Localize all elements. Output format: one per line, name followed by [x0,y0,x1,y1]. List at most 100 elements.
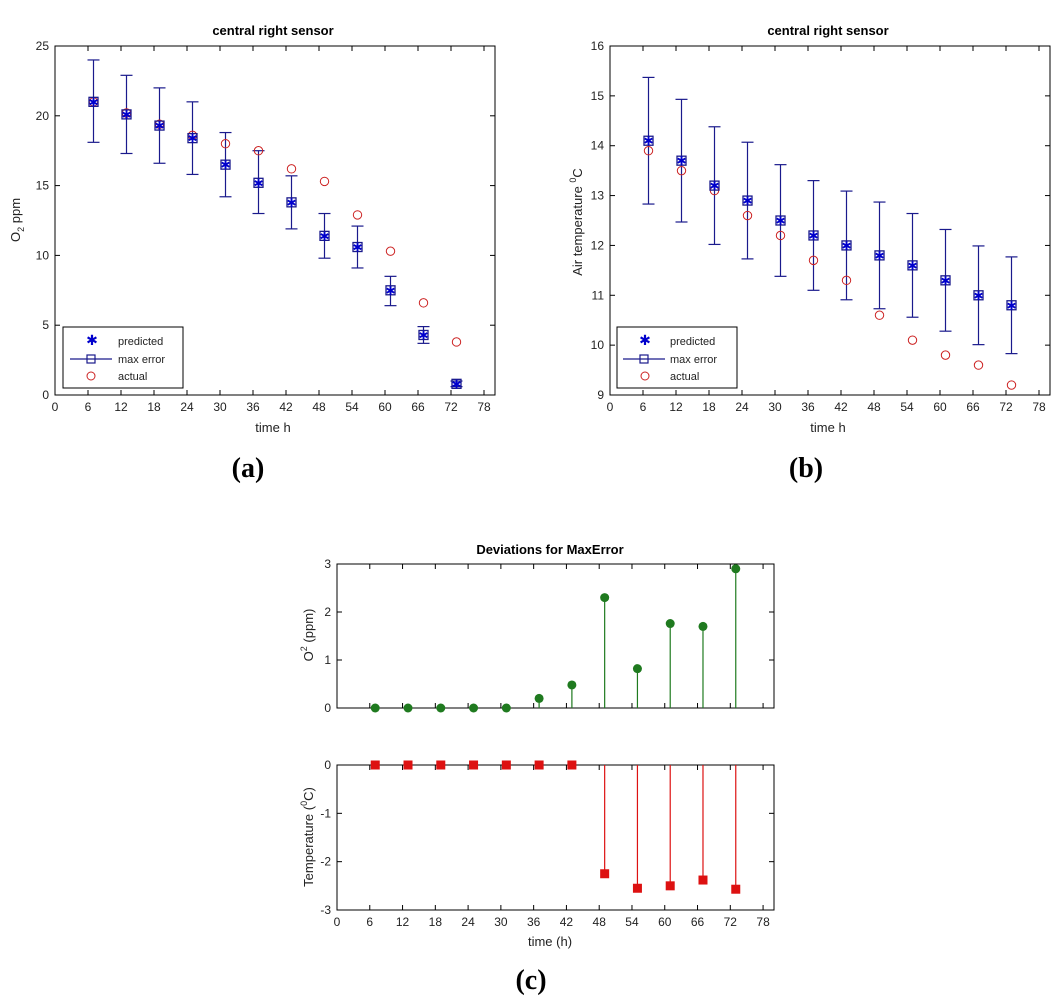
panel-b: central right sensor time h Air temperat… [568,23,1051,484]
panel-a-predicted-point: ✱ [451,377,461,391]
panel-b-ytick-label: 14 [591,139,605,153]
panel-c-top-ytick-label: 0 [324,701,331,715]
legend-predicted-icon: ✱ [639,332,651,348]
panel-a-xtick-label: 42 [279,400,293,414]
panel-c-bottom-stem-marker [632,883,642,893]
panel-a-predicted-point: ✱ [187,132,197,146]
panel-a-max-error-square [385,285,396,296]
panel-c-bottom-xtick-label: 60 [658,915,672,929]
legend-max-error-square-icon [639,354,649,364]
panel-b-max-error-square [742,195,753,206]
panel-b-actual-point [874,310,885,320]
panel-a-predicted-point: ✱ [220,158,230,172]
panel-a-xtick-label: 60 [378,400,392,414]
panel-b-max-error-square [709,180,720,191]
panel-b-predicted-point: ✱ [841,239,851,253]
legend-predicted-icon: ✱ [86,332,98,348]
panel-a-max-error-square [187,132,198,144]
panel-c-top-stem-marker [665,619,675,629]
panel-a-max-error-square [451,378,462,389]
panel-c-bottom-stem-marker [436,760,446,770]
panel-b-ytick-label: 15 [591,89,605,103]
panel-a-ylabel-sub: 2 [16,227,26,232]
panel-a-xlabel: time h [255,420,290,435]
panel-a-max-error-square [418,329,429,341]
panel-b-predicted-point: ✱ [907,259,917,273]
panel-b-xtick-label: 6 [640,400,647,414]
panel-a-ylabel-tail: ppm [8,198,23,227]
panel-a-actual-point [451,337,462,347]
panel-b-max-error-square [874,250,885,261]
panel-c-bottom-xtick-label: 66 [691,915,705,929]
panel-c-top-stem-marker [403,703,413,713]
panel-c-bottom-stem-marker [469,760,479,770]
panel-c-top-stem-marker [534,693,544,703]
panel-b-legend-box [616,326,738,389]
panel-b-xtick-label: 66 [966,400,980,414]
panel-a-xtick-label: 36 [246,400,260,414]
panel-b-max-error-square [1006,300,1017,311]
panel-b-max-error-square [676,155,687,166]
panel-a-xtick-label: 18 [147,400,161,414]
panel-b-ytick-label: 9 [597,388,604,402]
panel-a-xtick-label: 24 [180,400,194,414]
panel-a: central right sensor time h O2 ppm 0 6 12 1… [8,23,496,484]
panel-a-max-error-square [352,241,363,253]
panel-b-xtick-label: 72 [999,400,1013,414]
panel-b-predicted-point: ✱ [1006,299,1016,313]
panel-c-bottom-xtick-label: 24 [461,915,475,929]
panel-c-bottom-stem-marker [370,760,380,770]
panel-c-top-stem-marker [698,621,708,631]
panel-b-ytick-label: 11 [592,288,605,302]
panel-b-ytick-label: 16 [591,39,605,53]
panel-b-predicted-point: ✱ [874,249,884,263]
panel-c-bottom-xtick-label: 42 [560,915,574,929]
panel-c-top-stem-marker [632,664,642,674]
panel-c-bottom-stem-marker [698,875,708,885]
panel-b-xtick-label: 24 [735,400,749,414]
panel-b-ytick-label: 12 [591,238,605,252]
panel-a-actual-point [253,146,264,156]
panel-a-max-error-square [253,177,264,188]
panel-c-bottom-stem-marker [600,869,610,879]
panel-a-xtick-label: 6 [85,400,92,414]
panel-a-xtick-label: 78 [477,400,491,414]
panel-c-bottom-stem-marker [534,760,544,770]
panel-a-actual-point [418,298,429,308]
panel-b-max-error-square [841,240,852,251]
panel-b-xtick-label: 12 [669,400,683,414]
panel-c-bottom-stem-marker [731,884,741,894]
panel-b-predicted-point: ✱ [643,134,653,148]
panel-c-bottom-stem-marker [501,760,511,770]
panel-a-predicted-point: ✱ [286,196,296,210]
panel-c-bottom-ylabel-tail: C) [301,787,316,801]
panel-b-actual-point [973,360,984,370]
panel-a-legend: ✱ predicted max error actual [62,326,184,389]
panel-c-top-plot: 0 1 2 3 [324,557,775,715]
panel-b-actual-point [676,165,687,176]
panel-b-predicted-point: ✱ [709,179,719,193]
panel-a-predicted-point: ✱ [418,328,428,342]
panel-c-top-ylabel-sup: 2 [299,646,309,651]
panel-c-bottom-xtick-label: 78 [756,915,770,929]
panel-a-xtick-label: 66 [411,400,425,414]
panel-b-max-error-square [940,275,951,286]
caption-b: (b) [789,453,823,484]
panel-a-title: central right sensor [212,23,333,38]
panel-b-xtick-label: 42 [834,400,848,414]
panel-a-legend-predicted: predicted [118,336,163,348]
panel-b-xtick-label: 78 [1032,400,1046,414]
panel-c-bottom-ylabel-main: Temperature ( [301,805,316,887]
panel-a-ylabel-main: O [8,232,23,242]
panel-a-xtick-label: 12 [114,400,128,414]
panel-a-predicted-point: ✱ [121,108,131,122]
panel-c-top-axes-frame [336,563,775,709]
panel-b-xlabel: time h [810,420,845,435]
panel-a-actual-point [220,139,231,149]
panel-b-actual-point [775,230,786,241]
panel-b-xtick-label: 0 [607,400,614,414]
panel-c-bottom-ylabel: Temperature (0C) [299,787,316,887]
panel-c-top-ytick-label: 2 [324,605,331,619]
panel-b-title: central right sensor [767,23,888,38]
